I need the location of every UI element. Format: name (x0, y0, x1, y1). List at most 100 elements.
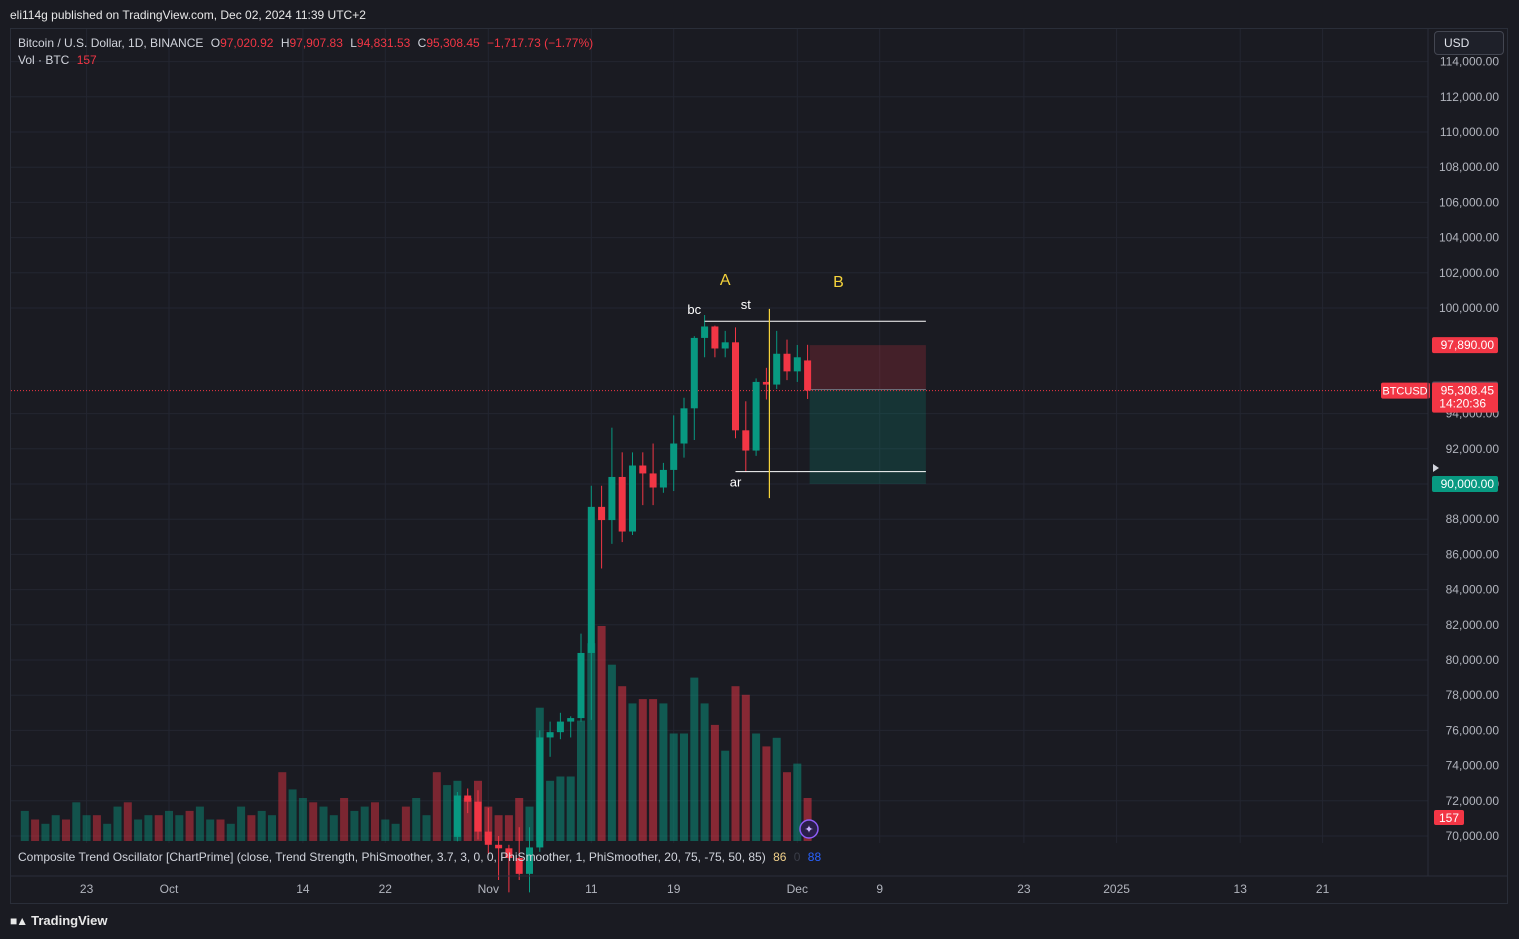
volume-bar (597, 626, 606, 841)
candle-body (701, 326, 709, 338)
volume-tag (1434, 810, 1464, 825)
annotation-label-a: A (720, 272, 731, 289)
volume-bar (319, 806, 328, 841)
x-tick-label: Nov (478, 882, 499, 896)
volume-bar (226, 823, 235, 841)
volume-bar (144, 815, 153, 841)
volume-bar (20, 810, 29, 841)
candle-body (742, 430, 750, 451)
volume-bar (288, 789, 297, 841)
volume-bar (669, 733, 678, 841)
annotation-label-ar: ar (730, 475, 742, 490)
y-tick-label: 102,000.00 (1439, 266, 1499, 280)
candle-body (762, 381, 770, 385)
candle-body (804, 360, 812, 391)
volume-bar (546, 780, 555, 841)
indicator-value-2: 0 (793, 850, 801, 864)
y-tick-label: 100,000.00 (1439, 301, 1499, 315)
ai-indicator-icon (799, 819, 819, 839)
candle-body (773, 353, 781, 385)
indicator-title: Composite Trend Oscillator [ChartPrime] … (18, 850, 766, 864)
publish-bar: eli114g published on TradingView.com, De… (0, 0, 1519, 28)
price-tag-label: 90,000.00 (1441, 477, 1495, 491)
volume-bar (309, 802, 318, 841)
volume-bar (690, 677, 699, 841)
x-tick-label: 9 (876, 882, 883, 896)
volume-bar (710, 724, 719, 841)
close-value: 95,308.45 (426, 36, 480, 50)
candle-body (464, 795, 472, 802)
candle-body (732, 342, 739, 431)
volume-bar (659, 703, 668, 841)
volume-bar (257, 810, 266, 841)
open-label: O (210, 36, 221, 50)
candle-body (752, 381, 760, 451)
low-label: L (350, 36, 357, 50)
position-stop-zone (809, 345, 926, 390)
volume-bar (216, 819, 225, 841)
volume-bar (772, 737, 781, 841)
volume-bar (103, 823, 112, 841)
volume-label[interactable]: Vol · BTC (18, 53, 70, 67)
annotation-label-bc: bc (687, 302, 701, 317)
volume-bar (340, 798, 349, 841)
price-tag (1432, 476, 1498, 492)
close-label: C (417, 36, 427, 50)
x-tick-label: 23 (1017, 882, 1031, 896)
candle-body (690, 337, 698, 409)
candle-body (453, 795, 461, 837)
volume-bar (206, 819, 215, 841)
x-tick-label: Oct (160, 882, 179, 896)
volume-bar (577, 720, 585, 841)
volume-bar (504, 815, 513, 841)
volume-bar (185, 810, 194, 841)
candle-body (587, 506, 595, 653)
volume-bar (195, 806, 204, 841)
candle-body (546, 732, 554, 738)
open-value: 97,020.92 (220, 36, 274, 50)
volume-row: Vol · BTC 157 (18, 52, 593, 69)
volume-bar (329, 815, 338, 841)
tradingview-logo[interactable]: ■▲ TradingView (10, 913, 107, 928)
volume-bar (793, 763, 802, 841)
volume-bar (607, 664, 616, 841)
volume-bar (680, 733, 688, 841)
volume-bar (175, 815, 184, 841)
candle-body (670, 443, 678, 470)
y-tick-label: 110,000.00 (1440, 125, 1499, 139)
volume-bar (72, 802, 81, 841)
x-tick-label: 14 (296, 882, 310, 896)
x-tick-label: 2025 (1103, 882, 1130, 896)
y-tick-label: 72,000.00 (1446, 794, 1500, 808)
x-tick-label: 11 (585, 882, 598, 896)
last-price-label: 95,308.45 (1441, 384, 1495, 398)
symbol-name[interactable]: Bitcoin / U.S. Dollar, 1D, BINANCE (18, 36, 204, 50)
y-tick-label: 70,000.00 (1446, 829, 1500, 843)
x-tick-label: 22 (379, 882, 393, 896)
y-tick-label: 92,000.00 (1446, 442, 1500, 456)
candle-body (515, 858, 523, 874)
y-tick-label: 80,000.00 (1446, 653, 1500, 667)
volume-bar (525, 806, 534, 841)
candle-body (526, 847, 533, 874)
candle-body (505, 848, 513, 858)
y-tick-label: 114,000.00 (1440, 55, 1499, 69)
candle-body (711, 326, 719, 349)
volume-bar (443, 785, 452, 841)
chart-legend: Bitcoin / U.S. Dollar, 1D, BINANCE O97,0… (18, 35, 593, 69)
volume-bar (268, 815, 276, 841)
y-tick-label: 86,000.00 (1446, 547, 1500, 561)
symbol-tag-label: BTCUSD (1382, 386, 1427, 398)
indicator-legend[interactable]: Composite Trend Oscillator [ChartPrime] … (18, 850, 821, 864)
volume-bar (721, 750, 730, 841)
volume-bar (401, 806, 410, 841)
y-tick-label: 84,000.00 (1446, 583, 1500, 597)
candle-body (639, 465, 647, 474)
annotation-label-b: B (833, 274, 844, 291)
candle-body (608, 476, 616, 521)
annotation-label-st: st (741, 297, 752, 312)
volume-bar (381, 819, 390, 841)
currency-button[interactable]: USD (1434, 31, 1504, 55)
volume-bar (752, 733, 761, 841)
